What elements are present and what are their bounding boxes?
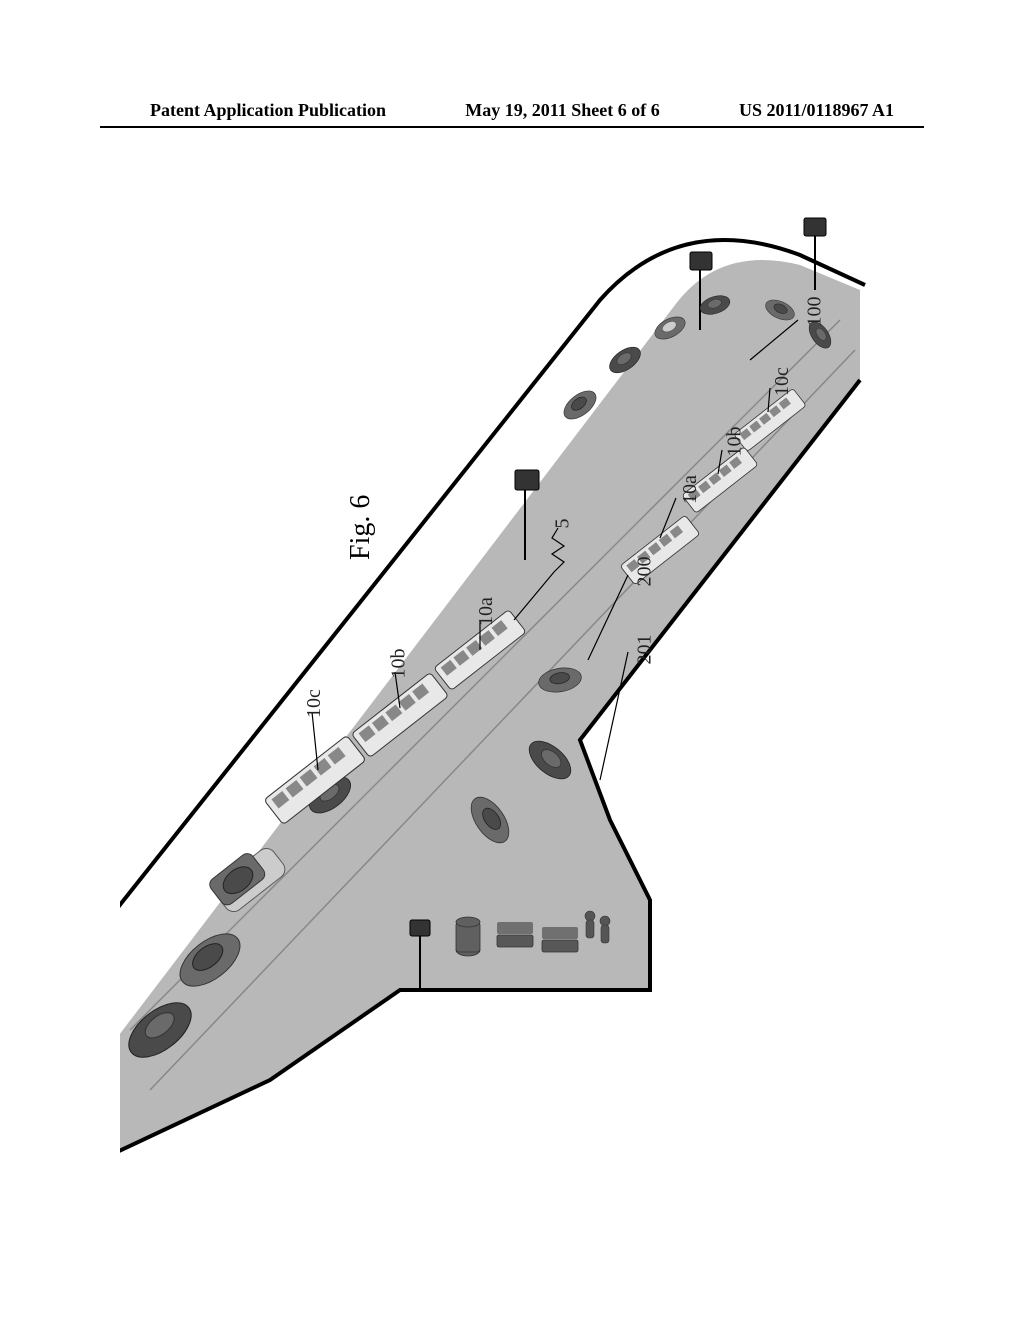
ref-10a2: 10a xyxy=(679,475,702,504)
header-left: Patent Application Publication xyxy=(150,100,386,121)
figure-label: Fig. 6 xyxy=(345,495,377,560)
person-1 xyxy=(585,911,595,938)
ref-5: 5 xyxy=(552,519,575,529)
ref-10c2: 10c xyxy=(771,367,794,396)
ref-10b1: 10b xyxy=(388,649,411,679)
figure-drawing xyxy=(120,160,900,1160)
header-right: US 2011/0118967 A1 xyxy=(739,100,894,121)
ref-10c1: 10c xyxy=(303,689,326,718)
header-center: May 19, 2011 Sheet 6 of 6 xyxy=(465,100,659,121)
figure-6: Fig. 6 5 10a 10b 10c 10a 10b 10c 100 200… xyxy=(120,160,900,1160)
ref-100: 100 xyxy=(804,297,827,327)
ref-10b2: 10b xyxy=(724,427,747,457)
ref-201: 201 xyxy=(634,635,657,665)
bus-stop-trashcan xyxy=(456,917,480,956)
road-surface xyxy=(120,260,860,1160)
ref-200: 200 xyxy=(634,557,657,587)
ref-10a1: 10a xyxy=(475,597,498,626)
person-2 xyxy=(600,916,610,943)
header-divider xyxy=(100,126,924,128)
patent-header: Patent Application Publication May 19, 2… xyxy=(0,100,1024,121)
